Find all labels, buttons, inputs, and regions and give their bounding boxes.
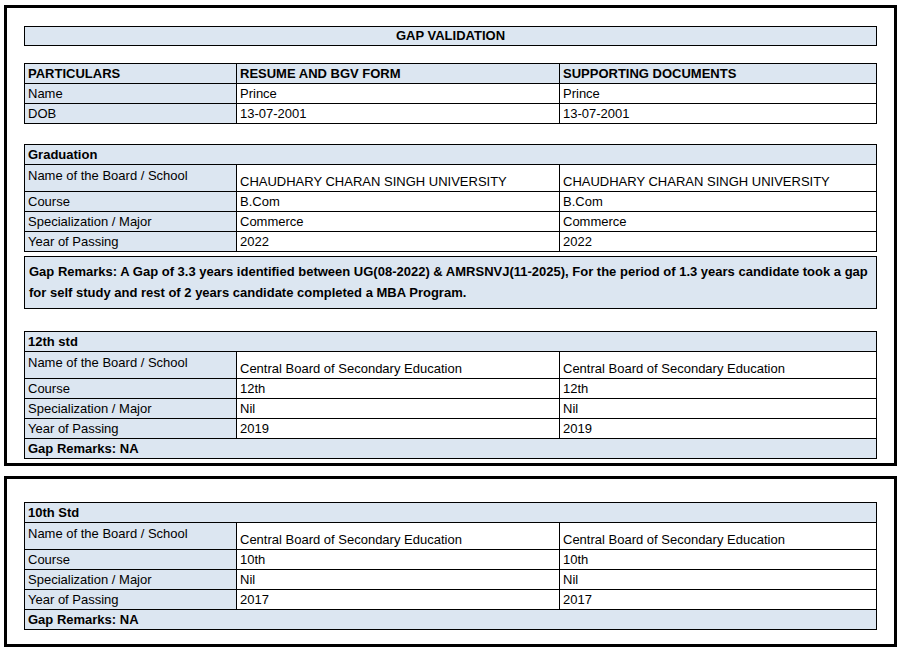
- table-row-year: Year of Passing 2022 2022: [25, 232, 877, 252]
- supporting-value: Prince: [560, 84, 877, 104]
- supporting-value: 10th: [560, 550, 877, 570]
- resume-value: 12th: [237, 379, 560, 399]
- supporting-value: Nil: [560, 399, 877, 419]
- section-header-row: Graduation: [25, 145, 877, 165]
- supporting-value: 2022: [560, 232, 877, 252]
- particulars-table: PARTICULARS RESUME AND BGV FORM SUPPORTI…: [24, 63, 877, 124]
- twelfth-std-table: 12th std Name of the Board / School Cent…: [24, 331, 877, 459]
- resume-value: Nil: [237, 570, 560, 590]
- resume-value: 13-07-2001: [237, 104, 560, 124]
- supporting-value: CHAUDHARY CHARAN SINGH UNIVERSITY: [560, 165, 877, 192]
- gap-remarks-12th: Gap Remarks: NA: [25, 439, 877, 459]
- tenth-std-table: 10th Std Name of the Board / School Cent…: [24, 502, 877, 630]
- row-label: Course: [25, 550, 237, 570]
- resume-value: 10th: [237, 550, 560, 570]
- supporting-value: 2017: [560, 590, 877, 610]
- resume-value: CHAUDHARY CHARAN SINGH UNIVERSITY: [237, 165, 560, 192]
- table-row-course: Course 10th 10th: [25, 550, 877, 570]
- table-row-board: Name of the Board / School CHAUDHARY CHA…: [25, 165, 877, 192]
- supporting-value: Commerce: [560, 212, 877, 232]
- row-label: Year of Passing: [25, 590, 237, 610]
- table-row-specialization: Specialization / Major Nil Nil: [25, 570, 877, 590]
- table-row-course: Course B.Com B.Com: [25, 192, 877, 212]
- resume-value: Central Board of Secondary Education: [237, 523, 560, 550]
- section-title-10th: 10th Std: [25, 503, 877, 523]
- row-label: Specialization / Major: [25, 570, 237, 590]
- row-label: Name of the Board / School: [25, 523, 237, 550]
- resume-value: Commerce: [237, 212, 560, 232]
- table-row-specialization: Specialization / Major Nil Nil: [25, 399, 877, 419]
- column-header-resume: RESUME AND BGV FORM: [237, 64, 560, 84]
- gap-remarks-row: Gap Remarks: NA: [25, 439, 877, 459]
- row-label: Specialization / Major: [25, 212, 237, 232]
- row-label: Course: [25, 379, 237, 399]
- gap-remarks-row: Gap Remarks: NA: [25, 610, 877, 630]
- resume-value: Nil: [237, 399, 560, 419]
- row-label: Year of Passing: [25, 419, 237, 439]
- particulars-header-row: PARTICULARS RESUME AND BGV FORM SUPPORTI…: [25, 64, 877, 84]
- row-label: Course: [25, 192, 237, 212]
- table-row-specialization: Specialization / Major Commerce Commerce: [25, 212, 877, 232]
- resume-value: Central Board of Secondary Education: [237, 352, 560, 379]
- table-row-dob: DOB 13-07-2001 13-07-2001: [25, 104, 877, 124]
- table-row-board: Name of the Board / School Central Board…: [25, 352, 877, 379]
- resume-value: 2019: [237, 419, 560, 439]
- section-header-row: 10th Std: [25, 503, 877, 523]
- table-row-board: Name of the Board / School Central Board…: [25, 523, 877, 550]
- supporting-value: Central Board of Secondary Education: [560, 352, 877, 379]
- supporting-value: Central Board of Secondary Education: [560, 523, 877, 550]
- row-label: Name of the Board / School: [25, 352, 237, 379]
- resume-value: Prince: [237, 84, 560, 104]
- supporting-value: 13-07-2001: [560, 104, 877, 124]
- row-label: DOB: [25, 104, 237, 124]
- resume-value: 2022: [237, 232, 560, 252]
- gap-validation-sheet: GAP VALIDATION PARTICULARS RESUME AND BG…: [4, 5, 897, 466]
- section-title-12th: 12th std: [25, 332, 877, 352]
- graduation-table: Graduation Name of the Board / School CH…: [24, 144, 877, 252]
- table-row-year: Year of Passing 2019 2019: [25, 419, 877, 439]
- table-row-course: Course 12th 12th: [25, 379, 877, 399]
- row-label: Name: [25, 84, 237, 104]
- gap-remarks-10th: Gap Remarks: NA: [25, 610, 877, 630]
- supporting-value: 2019: [560, 419, 877, 439]
- supporting-value: Nil: [560, 570, 877, 590]
- table-row-name: Name Prince Prince: [25, 84, 877, 104]
- resume-value: 2017: [237, 590, 560, 610]
- section-title-graduation: Graduation: [25, 145, 877, 165]
- resume-value: B.Com: [237, 192, 560, 212]
- column-header-supporting: SUPPORTING DOCUMENTS: [560, 64, 877, 84]
- supporting-value: B.Com: [560, 192, 877, 212]
- row-label: Specialization / Major: [25, 399, 237, 419]
- row-label: Year of Passing: [25, 232, 237, 252]
- table-row-year: Year of Passing 2017 2017: [25, 590, 877, 610]
- gap-remarks-graduation: Gap Remarks: A Gap of 3.3 years identifi…: [24, 256, 877, 309]
- tenth-std-sheet: 10th Std Name of the Board / School Cent…: [4, 476, 897, 647]
- page-title: GAP VALIDATION: [24, 26, 877, 46]
- column-header-particulars: PARTICULARS: [25, 64, 237, 84]
- supporting-value: 12th: [560, 379, 877, 399]
- row-label: Name of the Board / School: [25, 165, 237, 192]
- section-header-row: 12th std: [25, 332, 877, 352]
